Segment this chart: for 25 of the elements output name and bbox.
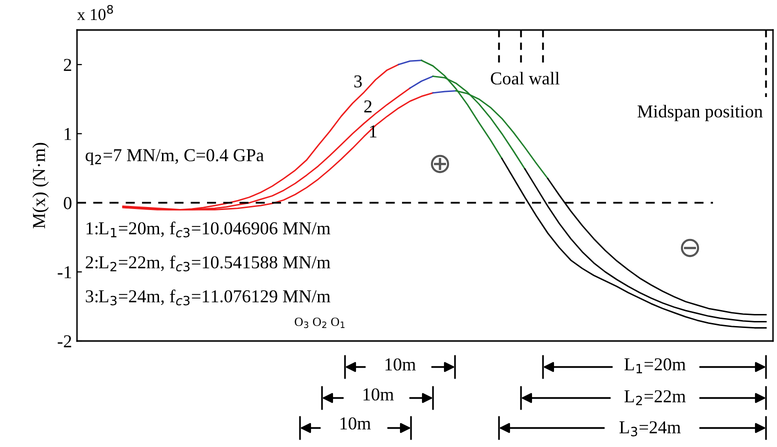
text: 10m [364,388,394,401]
text: L$_{2}$=22m [624,390,686,406]
y-tick-label: 0 [64,197,72,210]
text: 10m [340,417,371,430]
text: x 10$^{8}$ [77,4,113,20]
annotation: O$_{3}$ O$_{2}$ O$_{1}$ [294,318,345,328]
text: L$_{1}$=20m [624,358,686,374]
y-tick-label: 2 [64,58,72,71]
annotation: Midspan position [638,104,763,122]
annotation: 3 [354,75,362,88]
text: L$_{3}$=24m [619,421,681,436]
annotation: 1 [370,125,376,138]
y-tick-label: -2 [58,335,72,348]
annotation: ⊕ [430,154,450,174]
annotation: 2:L$_{2}$=22m, f$_{c3}$=10.541588 MN/m [86,256,330,272]
annotation: 1:L$_{1}$=20m, f$_{c3}$=10.046906 MN/m [86,222,330,238]
annotation: Coal wall [490,72,560,85]
annotation: 3:L$_{3}$=24m, f$_{c3}$=11.076129 MN/m [86,290,330,306]
annotation: ⊖ [680,238,700,258]
annotation: 2 [364,100,372,112]
annotation: q$_{2}$=7 MN/m, C=0.4 GPa [86,149,264,165]
y-axis-title: M(x) (N·m) [32,142,49,228]
text: 10m [386,358,416,371]
y-tick-label: -1 [58,266,72,278]
y-tick-label: 1 [64,128,72,140]
